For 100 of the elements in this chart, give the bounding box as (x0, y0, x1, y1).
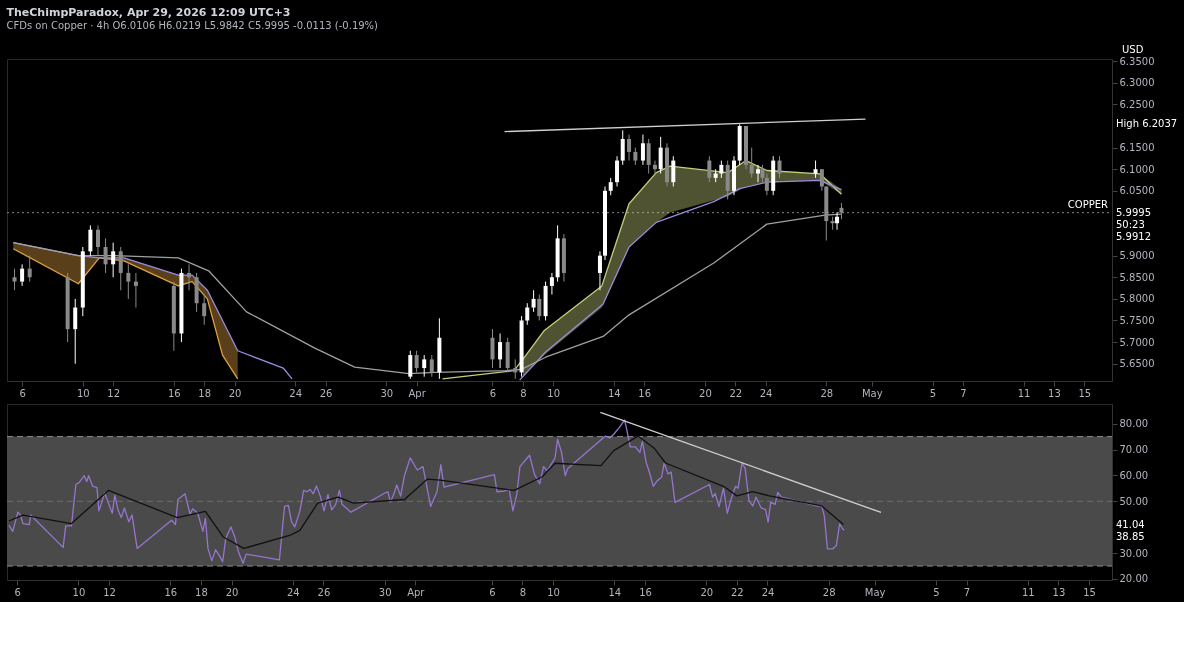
chart-subtitle: CFDs on Copper · 4h O6.0106 H6.0219 L5.9842 C5.9995 -0.0113 (-0.19%) (6, 20, 379, 31)
x-tick-label: 5 (929, 387, 937, 399)
x-tick-label: 8 (519, 586, 527, 598)
x-tick-label: 16 (167, 387, 181, 399)
x-tick-label: 26 (317, 586, 331, 598)
text: 38.85 (1116, 530, 1145, 542)
candlestick (490, 328, 495, 369)
x-tick-label: May (861, 387, 883, 399)
x-tick-label: 10 (547, 387, 561, 399)
x-tick-label: 20 (228, 387, 242, 399)
x-tick-label: 13 (1052, 586, 1066, 598)
y-tick-label: 30.00 (1119, 547, 1149, 559)
candlestick (414, 350, 419, 373)
x-tick-label: 6 (19, 387, 26, 399)
x-tick-label: 15 (1083, 586, 1096, 598)
candlestick (537, 294, 542, 321)
candlestick (126, 263, 131, 300)
candlestick (408, 350, 413, 380)
line-series (8, 419, 845, 564)
candlestick (749, 147, 754, 179)
text: 5.9912 (1116, 230, 1151, 242)
x-tick-label: 14 (608, 387, 621, 399)
candlestick (20, 263, 25, 287)
candlestick (646, 138, 651, 175)
x-tick-label: 15 (1078, 387, 1092, 399)
x-tick-label: 30 (378, 586, 392, 598)
line-series (441, 159, 843, 380)
x-tick-label: 7 (960, 387, 967, 399)
x-tick-label: 22 (729, 387, 743, 399)
text: 41.04 (1116, 518, 1145, 530)
x-tick-label: 12 (107, 387, 121, 399)
candlestick (640, 134, 645, 166)
x-tick-label: 28 (822, 586, 836, 598)
candlestick (202, 294, 207, 326)
x-tick-label: 24 (759, 387, 773, 399)
x-tick-label: 8 (520, 387, 527, 399)
candlestick (103, 237, 108, 274)
x-tick-label: 18 (198, 387, 212, 399)
x-tick-label: 11 (1021, 586, 1035, 598)
y-tick-label: 6.1000 (1119, 163, 1155, 175)
candlestick (525, 302, 530, 326)
x-tick-label: 24 (761, 586, 775, 598)
candlestick (549, 272, 554, 296)
y-tick-label: 60.00 (1119, 469, 1149, 481)
x-tick-label: 12 (103, 586, 116, 598)
x-tick-label: 24 (289, 387, 303, 399)
candlestick (513, 358, 518, 380)
candlestick (73, 298, 78, 365)
candlestick (429, 354, 434, 378)
candlestick (531, 289, 536, 313)
x-tick-label: 20 (225, 586, 239, 598)
x-tick-label: 22 (730, 586, 744, 598)
text: 5.9995 (1116, 206, 1151, 218)
candlestick (27, 255, 32, 283)
y-tick-label: 6.0500 (1119, 185, 1155, 197)
candlestick (133, 272, 138, 309)
text: High 6.2037 (1116, 118, 1178, 130)
candlestick (652, 160, 657, 175)
chart-title: TheChimpParadox, Apr 29, 2026 12:09 UTC+3 (6, 6, 291, 19)
y-tick-label: 6.2500 (1119, 98, 1155, 110)
y-tick-label: 5.6500 (1119, 358, 1155, 370)
candlestick (597, 250, 602, 291)
x-tick-label: 6 (14, 586, 21, 598)
candlestick (498, 332, 503, 369)
x-tick-label: 10 (76, 387, 90, 399)
x-tick-label: 16 (638, 387, 652, 399)
candlestick (422, 354, 427, 378)
y-tick-label: 6.1500 (1119, 142, 1155, 154)
x-tick-label: 20 (699, 387, 712, 399)
y-tick-label: 20.00 (1119, 573, 1149, 585)
x-tick-label: 16 (164, 586, 178, 598)
candlestick (187, 263, 192, 291)
y-axis-title: USD (1122, 44, 1144, 55)
candlestick (12, 268, 17, 291)
x-tick-label: 6 (489, 586, 496, 598)
x-tick-label: 11 (1017, 387, 1031, 399)
line-series (8, 435, 845, 550)
candlestick (671, 155, 676, 187)
x-tick-label: 16 (639, 586, 652, 598)
x-tick-label: 6 (489, 387, 497, 399)
y-tick-label: 50.00 (1119, 495, 1149, 507)
y-tick-label: 5.7000 (1119, 336, 1155, 348)
candlestick (658, 136, 663, 175)
x-tick-label: 14 (608, 586, 622, 598)
ref-line-label: COPPER (1067, 198, 1109, 210)
candlestick (835, 211, 840, 231)
candlestick (111, 242, 116, 278)
x-tick-label: 20 (700, 586, 714, 598)
x-tick-label: 28 (820, 387, 834, 399)
candlestick (88, 224, 93, 257)
candlestick (620, 129, 625, 166)
x-tick-label: 10 (72, 586, 86, 598)
y-tick-label: 6.3500 (1119, 55, 1155, 67)
y-tick-label: 80.00 (1119, 418, 1149, 430)
x-tick-label: 30 (380, 387, 394, 399)
text: 50:23 (1116, 218, 1145, 230)
candlestick (95, 224, 100, 257)
x-tick-label: 24 (286, 586, 300, 598)
x-tick-label: 26 (319, 387, 333, 399)
candlestick (627, 134, 632, 162)
